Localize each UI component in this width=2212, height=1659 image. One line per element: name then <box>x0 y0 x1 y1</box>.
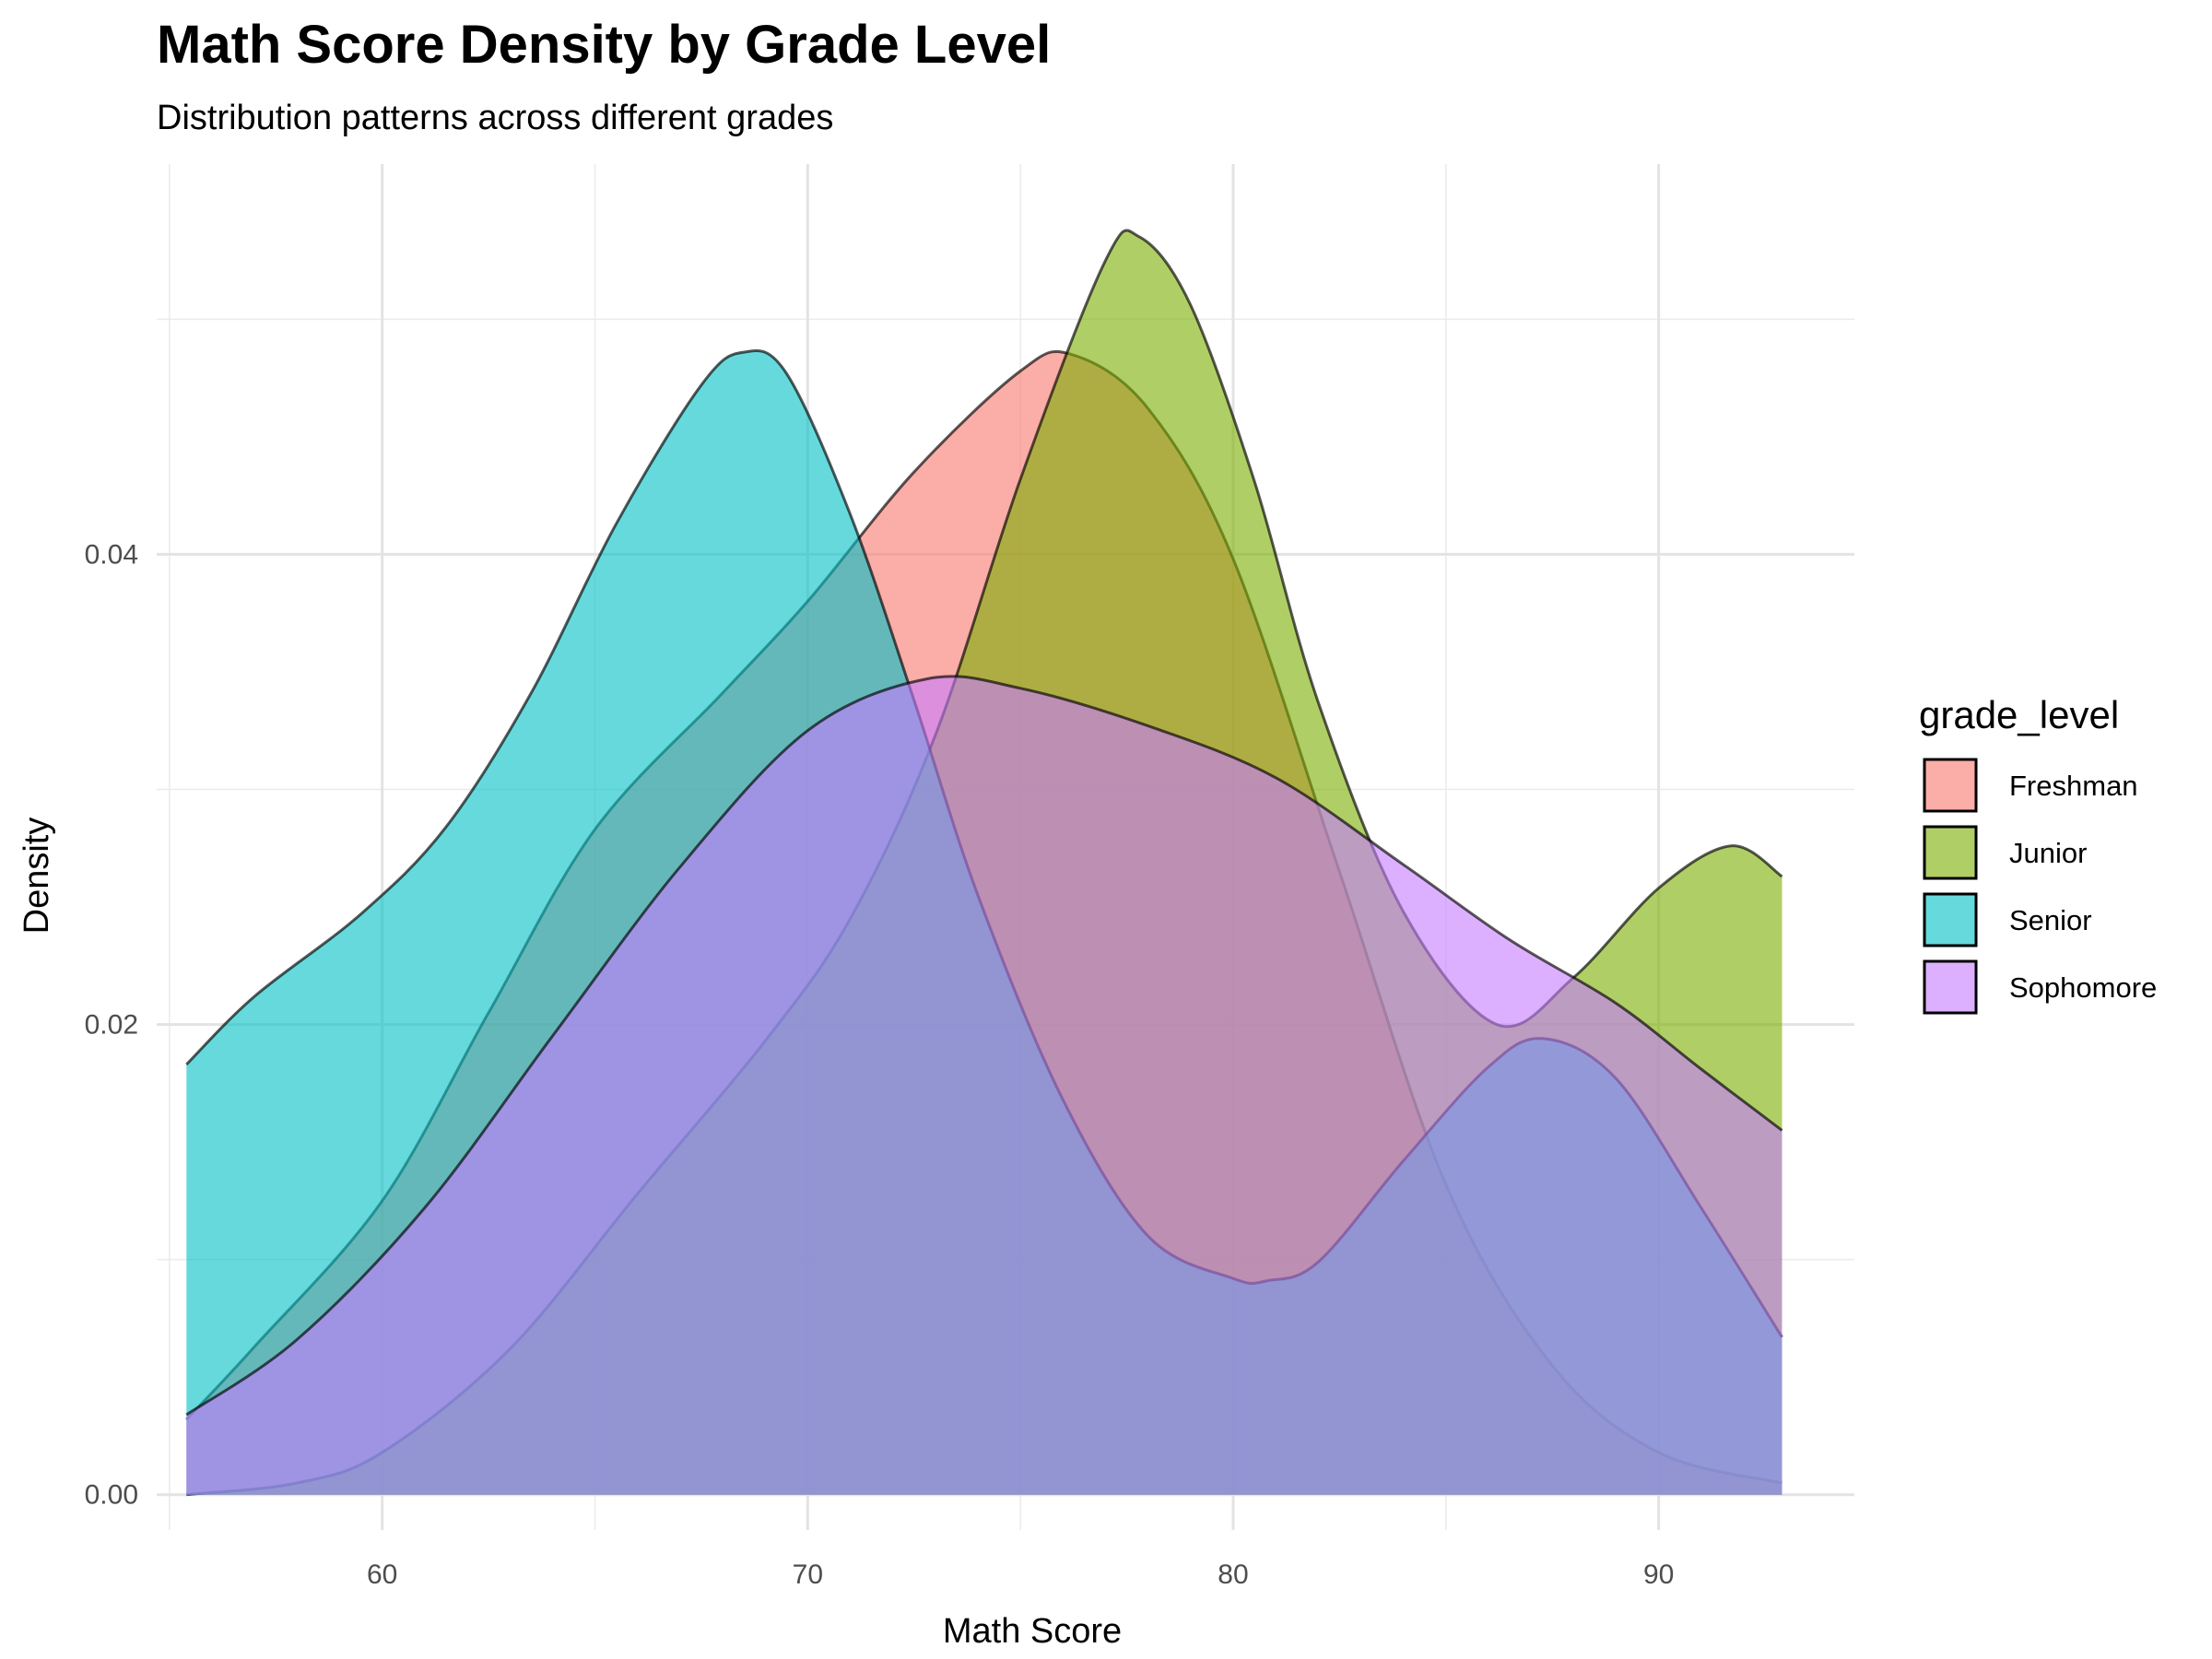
legend-key-freshman <box>1923 758 1978 813</box>
density-line-sophomore <box>185 675 1783 1417</box>
legend: grade_level Freshman Junior Senior Sophomor… <box>1919 693 2157 1017</box>
legend-label-junior: Junior <box>2009 837 2087 869</box>
legend-item-junior: Junior <box>1921 823 2087 882</box>
y-axis-ticks: 0.00 0.02 0.04 <box>85 539 138 1510</box>
legend-title: grade_level <box>1919 693 2119 736</box>
legend-item-senior: Senior <box>1921 890 2092 949</box>
chart-title: Math Score Density by Grade Level <box>157 15 1051 75</box>
y-axis-title: Density <box>18 818 56 935</box>
x-tick-label-0: 60 <box>367 1559 397 1590</box>
legend-label-freshman: Freshman <box>2009 770 2138 802</box>
legend-key-sophomore <box>1923 959 1978 1015</box>
density-areas <box>185 229 1783 1497</box>
legend-key-senior <box>1923 892 1978 947</box>
legend-label-sophomore: Sophomore <box>2009 971 2157 1004</box>
x-axis-ticks: 60 70 80 90 <box>367 1559 1674 1590</box>
x-tick-label-2: 80 <box>1218 1559 1248 1590</box>
x-tick-label-1: 70 <box>793 1559 823 1590</box>
density-area-sophomore <box>186 676 1783 1495</box>
legend-item-freshman: Freshman <box>1921 756 2138 815</box>
legend-items: Freshman Junior Senior Sophomore <box>1921 756 2157 1017</box>
legend-key-junior <box>1923 825 1978 880</box>
chart-subtitle: Distribution patterns across different g… <box>157 99 833 137</box>
y-tick-label-0: 0.00 <box>85 1480 138 1511</box>
plot-panel <box>157 164 1854 1530</box>
x-axis-title: Math Score <box>943 1612 1122 1651</box>
legend-label-senior: Senior <box>2009 904 2092 936</box>
legend-item-sophomore: Sophomore <box>1921 958 2157 1017</box>
x-tick-label-3: 90 <box>1643 1559 1674 1590</box>
y-tick-label-2: 0.04 <box>85 539 138 570</box>
y-tick-label-1: 0.02 <box>85 1010 138 1041</box>
